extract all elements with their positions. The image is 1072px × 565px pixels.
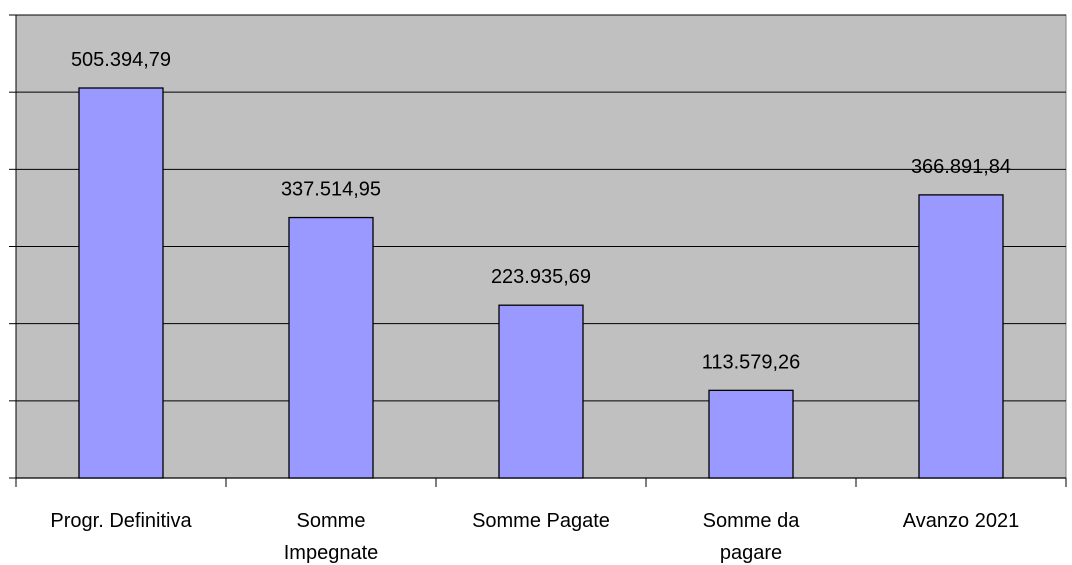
x-tick-label: Somme da pagare [703, 510, 801, 564]
x-tick-label: Avanzo 2021 [903, 510, 1019, 532]
bar [918, 194, 1004, 479]
x-tick-label: Somme Impegnate [284, 510, 379, 564]
x-tick-label: Progr. Definitiva [50, 510, 192, 532]
value-label: 366.891,84 [911, 156, 1011, 178]
bar [288, 216, 374, 479]
bar [708, 389, 794, 479]
value-label: 505.394,79 [71, 49, 171, 71]
value-label: 337.514,95 [281, 179, 381, 201]
x-tick-label: Somme Pagate [472, 510, 610, 532]
bar [498, 304, 584, 479]
value-label: 223.935,69 [491, 266, 591, 288]
value-label: 113.579,26 [702, 351, 801, 373]
bar [78, 87, 164, 479]
